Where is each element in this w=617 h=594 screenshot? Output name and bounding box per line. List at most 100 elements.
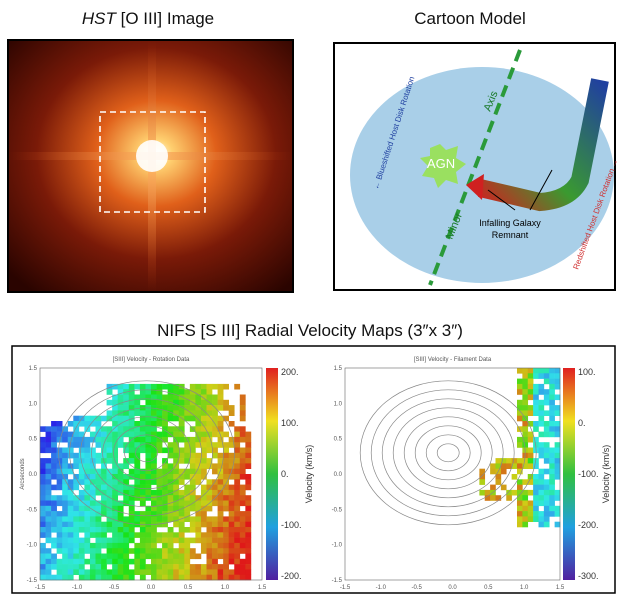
map-cell bbox=[95, 484, 102, 491]
map-cell bbox=[239, 537, 246, 544]
map-cell bbox=[178, 405, 185, 411]
map-cell bbox=[156, 489, 163, 496]
map-cell bbox=[95, 489, 102, 496]
map-cell bbox=[128, 558, 135, 565]
colorbar-label: Velocity (km/s) bbox=[601, 445, 611, 504]
map-cell bbox=[234, 442, 241, 448]
map-cell bbox=[549, 399, 555, 406]
map-cell bbox=[67, 564, 74, 570]
map-cell bbox=[184, 415, 191, 422]
map-cell bbox=[62, 452, 69, 459]
map-cell bbox=[128, 447, 135, 454]
map-cell bbox=[73, 458, 80, 464]
map-cell bbox=[178, 436, 185, 443]
map-cell bbox=[212, 537, 218, 544]
map-cell bbox=[479, 489, 486, 496]
map-cell bbox=[139, 537, 146, 544]
map-cell bbox=[139, 527, 146, 533]
map-cell bbox=[151, 442, 157, 448]
map-cell bbox=[511, 474, 518, 480]
map-cell bbox=[234, 474, 241, 480]
map-cell bbox=[51, 447, 57, 454]
map-cell bbox=[139, 421, 146, 427]
map-cell bbox=[112, 505, 118, 512]
map-cell bbox=[162, 479, 168, 485]
map-cell bbox=[206, 574, 213, 581]
map-cell bbox=[139, 489, 146, 496]
map-cell bbox=[84, 542, 91, 549]
map-cell bbox=[73, 527, 80, 533]
map-cell bbox=[145, 436, 152, 443]
map-cell bbox=[217, 383, 224, 390]
map-cell bbox=[134, 463, 141, 469]
map-cell bbox=[517, 489, 523, 496]
map-cell bbox=[117, 558, 124, 565]
map-cell bbox=[200, 511, 207, 517]
map-cell bbox=[156, 410, 163, 416]
map-cell bbox=[189, 516, 196, 522]
map-cell bbox=[106, 410, 113, 416]
map-cell bbox=[156, 511, 163, 517]
map-cell bbox=[167, 537, 174, 544]
map-cell bbox=[67, 527, 74, 533]
map-cell bbox=[106, 516, 113, 522]
map-cell bbox=[549, 474, 555, 480]
map-cell bbox=[145, 474, 152, 480]
colorbar-tick-label: 0. bbox=[281, 469, 289, 479]
map-cell bbox=[156, 548, 163, 554]
map-cell bbox=[112, 537, 118, 544]
map-cell bbox=[184, 447, 191, 454]
map-cell bbox=[78, 574, 85, 581]
map-cell bbox=[101, 468, 107, 475]
map-cell bbox=[117, 394, 124, 401]
map-cell bbox=[195, 532, 202, 538]
map-cell bbox=[123, 415, 130, 422]
map-cell bbox=[200, 383, 207, 390]
cartoon bbox=[333, 42, 616, 291]
map-cell bbox=[212, 383, 218, 390]
map-cell bbox=[173, 574, 180, 581]
map-cell bbox=[223, 527, 229, 533]
map-cell bbox=[173, 564, 180, 570]
map-cell bbox=[217, 505, 224, 512]
map-cell bbox=[156, 474, 163, 480]
map-cell bbox=[62, 542, 69, 549]
map-cell bbox=[234, 505, 241, 512]
map-cell bbox=[517, 516, 523, 522]
map-cell bbox=[45, 574, 52, 581]
map-cell bbox=[173, 511, 180, 517]
map-cell bbox=[533, 383, 539, 390]
map-cell bbox=[123, 458, 130, 464]
map-cell bbox=[67, 521, 74, 528]
map-cell bbox=[78, 442, 85, 448]
map-cell bbox=[56, 500, 63, 507]
map-cell bbox=[56, 511, 63, 517]
map-cell bbox=[112, 410, 118, 416]
map-cell bbox=[101, 500, 107, 507]
contour bbox=[370, 389, 526, 517]
map-cell bbox=[62, 436, 69, 443]
map-cell bbox=[128, 574, 135, 581]
map-cell bbox=[134, 426, 141, 432]
map-cell bbox=[200, 452, 207, 459]
map-cell bbox=[117, 431, 124, 438]
map-cell bbox=[123, 542, 130, 549]
map-cell bbox=[123, 516, 130, 522]
map-cell bbox=[223, 542, 229, 549]
map-cell bbox=[167, 383, 174, 390]
map-cell bbox=[522, 458, 529, 464]
colorbar-tick-label: -200. bbox=[578, 520, 599, 530]
map-cell bbox=[151, 447, 157, 454]
map-cell bbox=[538, 389, 545, 395]
map-cell bbox=[200, 474, 207, 480]
map-cell bbox=[89, 436, 96, 443]
map-cell bbox=[117, 463, 124, 469]
map-cell bbox=[167, 479, 174, 485]
map-cell bbox=[184, 489, 191, 496]
map-cell bbox=[139, 484, 146, 491]
map-cell bbox=[106, 521, 113, 528]
map-cell bbox=[139, 532, 146, 538]
map-cell bbox=[40, 521, 46, 528]
map-cell bbox=[554, 431, 561, 438]
map-cell bbox=[56, 542, 63, 549]
